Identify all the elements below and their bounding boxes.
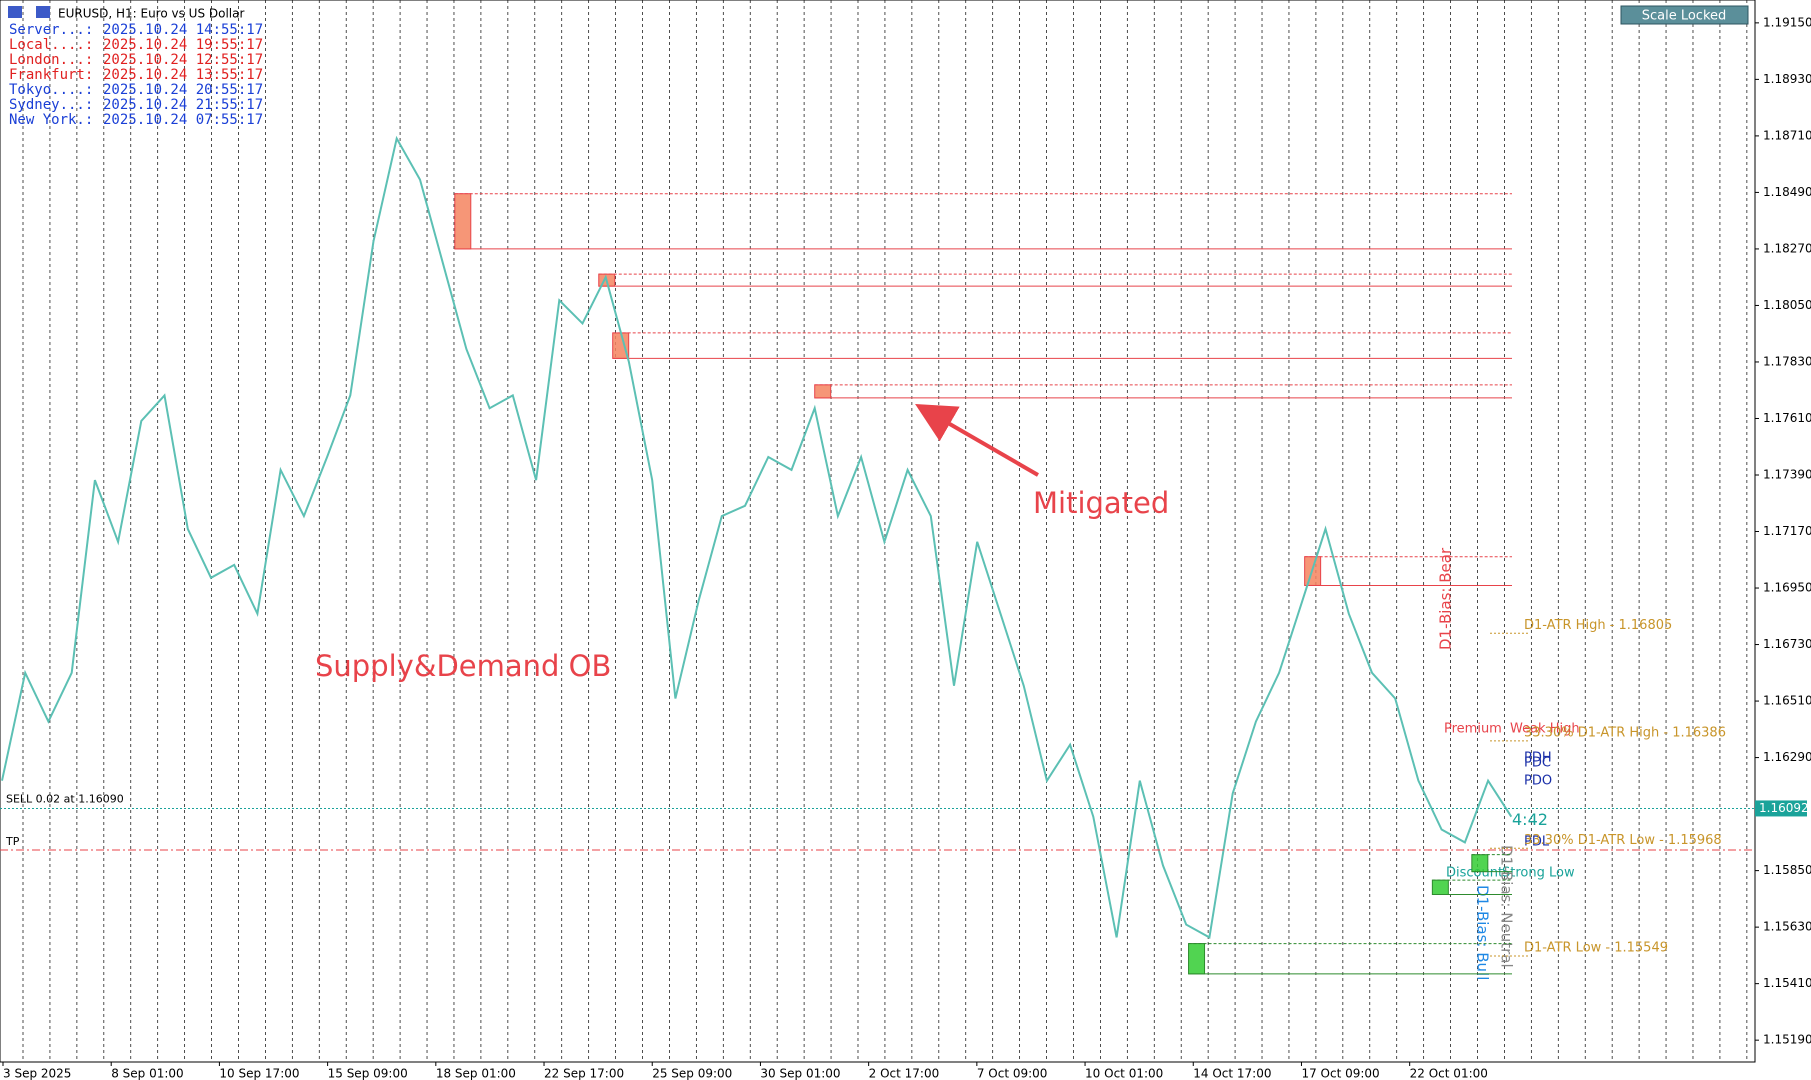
icon <box>36 6 50 18</box>
y-tick-label: 1.15630 <box>1763 920 1811 934</box>
x-tick-label: 10 Sep 17:00 <box>219 1067 299 1080</box>
clock-time: 2025.10.24 13:55:17 <box>103 67 263 83</box>
bias-label: D1-Bias: Neutral <box>1498 845 1516 968</box>
price-tag-label: 1.16092 <box>1759 801 1809 815</box>
order-block <box>814 384 832 399</box>
clock-name: Frankfurt: <box>9 67 93 83</box>
clock-time: 2025.10.24 21:55:17 <box>103 97 263 113</box>
bias-label: D1-Bias: Bull <box>1474 885 1492 980</box>
order-block <box>1431 879 1449 896</box>
x-tick-label: 15 Sep 09:00 <box>328 1067 408 1080</box>
y-tick-label: 1.17830 <box>1763 354 1811 368</box>
annotation: Supply&Demand OB <box>315 649 611 683</box>
label: Weak High <box>1510 722 1580 737</box>
bias-label: D1-Bias: Bear <box>1437 547 1455 650</box>
clock-name: Tokyo....: <box>9 82 93 98</box>
tp-label: TP <box>5 835 20 848</box>
y-tick-label: 1.16290 <box>1763 750 1811 764</box>
y-tick-label: 1.15410 <box>1763 976 1811 990</box>
price-tag <box>1755 800 1807 817</box>
y-tick-label: 1.16950 <box>1763 581 1811 595</box>
order-block <box>1188 943 1206 975</box>
timer: 4:42 <box>1512 810 1548 829</box>
order-block <box>1471 854 1489 873</box>
x-tick-label: 17 Oct 09:00 <box>1301 1067 1379 1080</box>
label: Strong Low <box>1502 866 1575 881</box>
atr-label: D1-ATR Low - 1.15549 <box>1524 940 1668 955</box>
clock-time: 2025.10.24 19:55:17 <box>103 37 263 53</box>
y-tick-label: 1.17170 <box>1763 524 1811 538</box>
x-tick-label: 30 Sep 01:00 <box>760 1067 840 1080</box>
clock-time: 2025.10.24 12:55:17 <box>103 52 263 68</box>
x-tick-label: 8 Sep 01:00 <box>111 1067 183 1080</box>
x-tick-label: 22 Oct 01:00 <box>1410 1067 1488 1080</box>
label: Discount <box>1446 866 1503 881</box>
arrow <box>915 403 1040 477</box>
x-tick-label: 10 Oct 01:00 <box>1085 1067 1163 1080</box>
y-tick-label: 1.16730 <box>1763 637 1811 651</box>
x-tick-label: 18 Sep 01:00 <box>436 1067 516 1080</box>
y-tick-label: 1.15190 <box>1763 1033 1811 1047</box>
x-tick-label: 25 Sep 09:00 <box>652 1067 732 1080</box>
y-tick-label: 1.18050 <box>1763 298 1811 312</box>
label: PDH <box>1524 751 1552 766</box>
atr-label: 33.30% D1-ATR Low - 1.15968 <box>1524 833 1722 848</box>
x-tick-label: 7 Oct 09:00 <box>977 1067 1048 1080</box>
label: PDO <box>1524 774 1552 789</box>
y-tick-label: 1.15850 <box>1763 863 1811 877</box>
clock-name: London...: <box>9 52 93 68</box>
clock-time: 2025.10.24 07:55:17 <box>103 112 263 128</box>
y-tick-label: 1.18490 <box>1763 185 1811 199</box>
separators <box>22 0 1748 1062</box>
price-line <box>1 135 1513 939</box>
y-tick-label: 1.16510 <box>1763 694 1811 708</box>
label: Premium <box>1444 722 1502 737</box>
x-tick-label: 14 Oct 17:00 <box>1193 1067 1271 1080</box>
clock-name: Server...: <box>9 22 93 38</box>
clock-name: New York.: <box>9 112 93 128</box>
y-tick-label: 1.18930 <box>1763 72 1811 86</box>
clock-time: 2025.10.24 14:55:17 <box>103 22 263 38</box>
button-label: Scale Locked <box>1642 9 1727 24</box>
label: PDL <box>1524 835 1550 850</box>
y-tick-label: 1.18710 <box>1763 128 1811 142</box>
x-tick-label: 3 Sep 2025 <box>3 1067 71 1080</box>
x-tick-label: 2 Oct 17:00 <box>869 1067 940 1080</box>
clock-name: Local....: <box>9 37 93 53</box>
atr-label: D1-ATR High - 1.16805 <box>1524 618 1672 633</box>
order-label: SELL 0.02 at 1.16090 <box>6 792 124 805</box>
label: PDC <box>1524 756 1551 771</box>
scale-locked-button[interactable] <box>1620 5 1749 25</box>
icon <box>8 6 22 18</box>
y-tick-label: 1.19150 <box>1763 15 1811 29</box>
clock-name: Sydney...: <box>9 97 93 113</box>
clock-time: 2025.10.24 20:55:17 <box>103 82 263 98</box>
header-title: EURUSD, H1: Euro vs US Dollar <box>58 7 244 21</box>
y-tick-label: 1.17390 <box>1763 467 1811 481</box>
y-tick-label: 1.17610 <box>1763 411 1811 425</box>
x-tick-label: 22 Sep 17:00 <box>544 1067 624 1080</box>
annotation: Mitigated <box>1033 486 1169 520</box>
order-block <box>454 193 472 250</box>
atr-label: 33.30% D1-ATR High - 1.16386 <box>1524 725 1726 740</box>
y-tick-label: 1.18270 <box>1763 241 1811 255</box>
